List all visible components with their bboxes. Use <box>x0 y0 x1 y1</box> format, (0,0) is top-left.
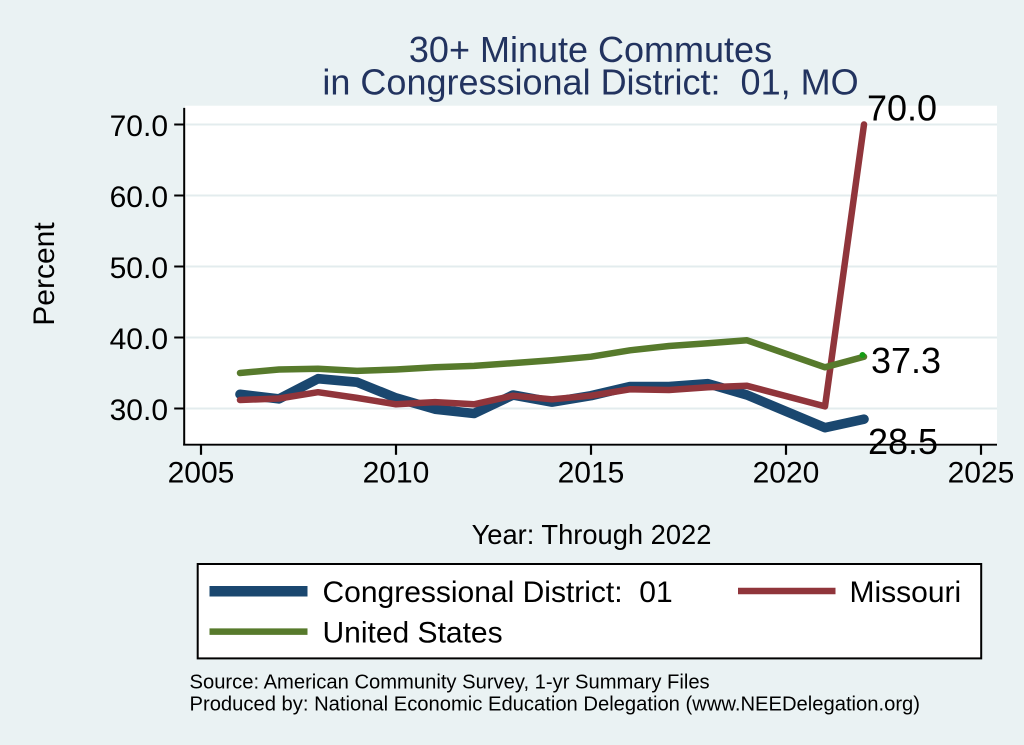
svg-text:United States: United States <box>323 617 503 650</box>
svg-text:40.0: 40.0 <box>110 323 168 356</box>
svg-text:Percent: Percent <box>28 222 61 326</box>
svg-text:in Congressional District: 01: in Congressional District: 01, MO <box>322 61 858 102</box>
svg-text:60.0: 60.0 <box>110 181 168 214</box>
svg-text:Year: Through 2022: Year: Through 2022 <box>472 519 712 550</box>
svg-text:37.3: 37.3 <box>871 340 941 381</box>
svg-text:Congressional District: 01: Congressional District: 01 <box>323 576 673 609</box>
svg-text:70.0: 70.0 <box>110 110 168 143</box>
svg-text:Missouri: Missouri <box>850 576 962 609</box>
svg-text:2005: 2005 <box>168 457 235 490</box>
svg-text:Produced by: National Economic: Produced by: National Economic Education… <box>190 694 921 716</box>
svg-text:2025: 2025 <box>948 457 1015 490</box>
svg-text:50.0: 50.0 <box>110 252 168 285</box>
svg-text:2020: 2020 <box>753 457 820 490</box>
svg-text:Source: American Community Sur: Source: American Community Survey, 1-yr … <box>190 671 710 693</box>
svg-text:2010: 2010 <box>363 457 430 490</box>
svg-text:28.5: 28.5 <box>868 421 938 462</box>
svg-text:30.0: 30.0 <box>110 394 168 427</box>
svg-text:70.0: 70.0 <box>867 88 937 129</box>
svg-text:2015: 2015 <box>558 457 625 490</box>
svg-text:30+ Minute Commutes: 30+ Minute Commutes <box>409 29 772 70</box>
